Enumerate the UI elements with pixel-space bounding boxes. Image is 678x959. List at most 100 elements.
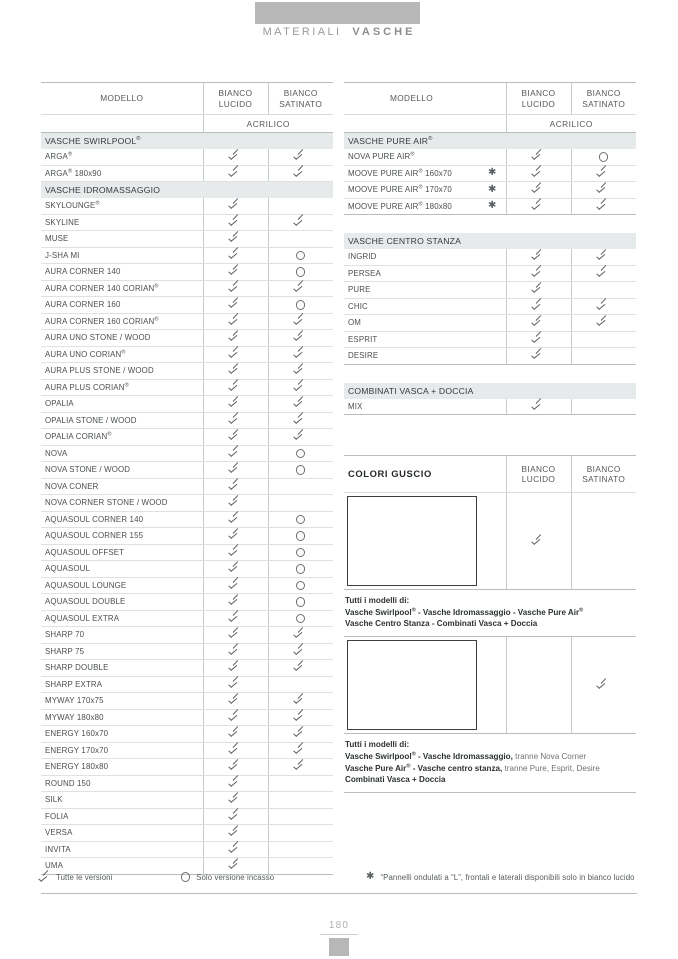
circle-icon: [296, 300, 306, 310]
cell-bianco-lucido: [202, 692, 268, 710]
cell-bianco-satinato: [267, 659, 333, 677]
check-icon: [231, 763, 240, 772]
cell-note-marker: ✱: [479, 165, 506, 182]
table-row: NOVA STONE / WOOD: [41, 461, 333, 479]
row-model-name: PURE: [344, 281, 479, 299]
check-icon: [231, 532, 240, 541]
check-icon: [231, 285, 240, 294]
cell-bianco-satinato: [267, 313, 333, 330]
col-header-bianco-lucido: BIANCO LUCIDO: [202, 82, 268, 115]
row-model-name: INVITA: [41, 841, 203, 858]
cell-note-marker: [479, 249, 506, 266]
cell-bianco-lucido: [505, 149, 571, 166]
cell-note-marker: [479, 281, 506, 299]
note-line-bold: Vasche Swirlpool® - Vasche Idromassaggio…: [345, 607, 584, 617]
row-model-name: NOVA STONE / WOOD: [41, 461, 203, 479]
section-header-row: VASCHE IDROMASSAGGIO: [41, 181, 333, 198]
cell-bianco-satinato: [570, 298, 637, 315]
page-title-plain: MATERIALI: [262, 26, 342, 38]
cell-bianco-satinato: [570, 181, 636, 199]
note-line-bold: Vasche Pure Air® - Vasche centro stanza,: [345, 762, 503, 773]
cell-bianco-lucido: [202, 198, 268, 215]
cell-bianco-lucido: [202, 428, 268, 446]
table-row: AURA PLUS CORIAN®: [41, 379, 333, 396]
swatch-cell: [344, 492, 506, 590]
table-row: AQUASOUL CORNER 155: [41, 527, 333, 545]
check-icon: [599, 319, 608, 328]
check-icon: [231, 565, 240, 574]
legend: Tutte le versioni Solo versione incasso …: [41, 872, 637, 882]
check-icon: [231, 450, 240, 459]
cell-bianco-lucido: [202, 280, 268, 297]
colori-guscio-table: COLORI GUSCIO BIANCO LUCIDO BIANCO SATINATO T…: [344, 455, 636, 794]
cell-bianco-satinato: [570, 149, 636, 166]
row-model-name: SKYLOUNGE®: [41, 198, 203, 215]
section-header-row: VASCHE CENTRO STANZA: [344, 233, 637, 249]
check-icon: [296, 219, 305, 228]
check-icon: [231, 714, 240, 723]
cell-bianco-lucido: [202, 841, 268, 858]
asterisk-icon: ✱: [487, 200, 497, 212]
check-icon: [231, 153, 240, 162]
cell-note-marker: [479, 298, 506, 315]
cell-bianco-satinato: [267, 214, 333, 231]
subheader-blank-note: [479, 114, 506, 133]
cell-bianco-lucido: [202, 725, 268, 743]
cell-bianco-lucido: [202, 544, 268, 561]
legend-item-1: Solo versione incasso: [181, 872, 366, 882]
cell-bianco-satinato: [267, 478, 333, 495]
swatch-note-row: Tutti i modelli di: Vasche Swirlpool® - V…: [344, 589, 636, 638]
row-model-name: SHARP 75: [41, 643, 203, 660]
cell-bianco-satinato: [267, 428, 333, 446]
cell-bianco-satinato: [267, 296, 333, 314]
table-row: NOVA: [41, 445, 333, 462]
check-icon: [231, 318, 240, 327]
circle-icon: [296, 613, 306, 623]
cell-bianco-satinato: [267, 379, 333, 396]
row-model-name: MOOVE PURE AIR® 180x80: [344, 198, 479, 215]
check-icon: [231, 747, 240, 756]
check-icon: [231, 631, 240, 640]
table-row: INVITA: [41, 841, 333, 858]
table-row: AQUASOUL: [41, 560, 333, 578]
section-header-row: VASCHE SWIRLPOOL®: [41, 132, 333, 149]
cell-bianco-satinato: [267, 758, 333, 776]
row-model-name: MIX: [344, 398, 479, 415]
note-line-light: tranne Nova Corner: [515, 751, 587, 761]
cell-bianco-satinato: [267, 527, 333, 545]
circle-icon: [181, 872, 191, 882]
table-row: ESPRIT: [344, 331, 637, 348]
row-model-name: ARGA®: [41, 149, 203, 166]
cell-bianco-lucido: [202, 379, 268, 396]
table-row: PERSEA: [344, 265, 637, 282]
check-icon: [296, 153, 305, 162]
cell-bianco-lucido: [505, 198, 571, 215]
check-icon: [296, 384, 305, 393]
row-model-name: AQUASOUL EXTRA: [41, 610, 203, 627]
check-icon: [599, 186, 608, 195]
row-model-name: AURA PLUS CORIAN®: [41, 379, 203, 396]
row-model-name: NOVA PURE AIR®: [344, 149, 479, 166]
check-icon: [296, 631, 305, 640]
legend-divider: [41, 893, 637, 894]
check-icon: [231, 862, 240, 871]
cell-bianco-lucido: [202, 511, 268, 528]
cell-bianco-satinato: [267, 198, 333, 215]
cell-bianco-satinato: [267, 165, 333, 182]
table-row: AURA UNO CORIAN®: [41, 346, 333, 363]
row-model-name: AQUASOUL DOUBLE: [41, 593, 203, 611]
check-icon: [534, 319, 543, 328]
cell-bianco-lucido: [202, 758, 268, 776]
check-icon: [534, 532, 543, 549]
circle-icon: [296, 514, 306, 524]
table-row: DESIRE: [344, 347, 637, 365]
check-icon: [231, 813, 240, 822]
row-model-name: ENERGY 170x70: [41, 742, 203, 759]
row-model-name: MYWAY 170x75: [41, 692, 203, 710]
footer-gray-block: [329, 938, 349, 956]
cell-note-marker: [479, 398, 506, 415]
check-icon: [231, 598, 240, 607]
row-model-name: FOLIA: [41, 808, 203, 825]
table-row: AURA UNO STONE / WOOD: [41, 329, 333, 347]
check-icon: [231, 367, 240, 376]
